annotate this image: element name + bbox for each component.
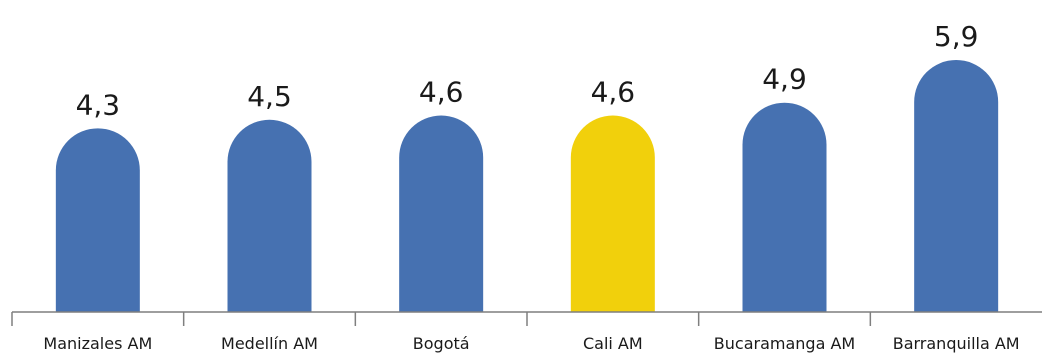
bar-barranquilla-am: [914, 60, 999, 312]
category-label-bogota: Bogotá: [413, 334, 470, 353]
value-label-medellin-am: 4,5: [247, 80, 292, 113]
category-label-medellin-am: Medellín AM: [221, 334, 318, 353]
x-axis-ticks: [11, 312, 872, 326]
category-labels-group: Manizales AM Medellín AM Bogotá Cali AM Buca…: [43, 334, 1019, 353]
value-label-bogota: 4,6: [419, 76, 464, 109]
value-label-cali-am: 4,6: [591, 76, 636, 109]
bar-bucaramanga-am: [742, 102, 827, 312]
bar-medellin-am: [227, 119, 312, 312]
category-label-barranquilla-am: Barranquilla AM: [893, 334, 1020, 353]
category-label-manizales-am: Manizales AM: [43, 334, 152, 353]
bar-manizales-am: [55, 128, 140, 312]
bar-cali-am: [570, 115, 655, 312]
bar-bogota: [399, 115, 484, 312]
value-label-bucaramanga-am: 4,9: [762, 63, 807, 96]
category-label-cali-am: Cali AM: [583, 334, 643, 353]
bars-group: [55, 60, 999, 312]
value-label-barranquilla-am: 5,9: [934, 20, 979, 53]
value-labels-group: 4,3 4,5 4,6 4,6 4,9 5,9: [76, 20, 979, 121]
value-label-manizales-am: 4,3: [76, 88, 121, 121]
category-label-bucaramanga-am: Bucaramanga AM: [714, 334, 855, 353]
